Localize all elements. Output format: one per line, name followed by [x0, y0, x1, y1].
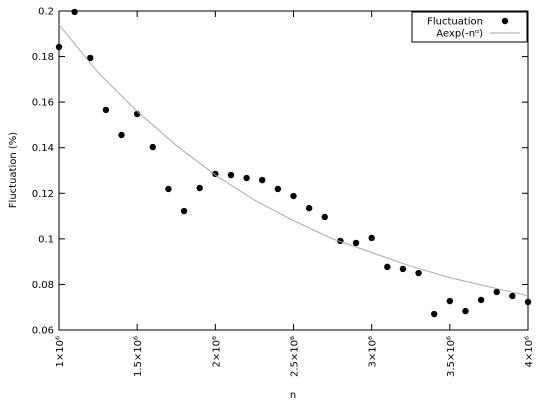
fit-line: [58, 24, 529, 297]
point: [71, 8, 78, 16]
x-tick-label: 1.5×10⁶: [133, 336, 144, 377]
y-tick-label: 0.06: [32, 326, 54, 337]
point: [149, 143, 156, 151]
x-tick-label: 4×10⁶: [524, 336, 535, 367]
point: [462, 307, 469, 315]
x-tick-label: 2×10⁶: [211, 336, 222, 367]
x-axis-label: n: [290, 390, 296, 401]
point: [509, 292, 516, 300]
point: [446, 297, 454, 305]
point: [415, 269, 422, 277]
x-tick-label: 1×10⁶: [55, 336, 66, 367]
point: [305, 204, 313, 212]
y-axis-label: Fluctuation (%): [8, 132, 19, 208]
point: [384, 263, 391, 271]
plot-frame: [58, 10, 529, 331]
y-tick-label: 0.18: [32, 52, 54, 63]
y-tick-label: 0.14: [32, 143, 54, 154]
point: [180, 207, 188, 215]
point: [399, 265, 407, 273]
point: [55, 43, 63, 51]
point: [524, 298, 532, 306]
point: [493, 288, 500, 296]
x-tick-label: 3.5×10⁶: [446, 336, 457, 377]
point: [431, 310, 438, 318]
point: [87, 54, 94, 62]
x-tick-label: 2.5×10⁶: [290, 336, 301, 377]
y-tick-label: 0.1: [38, 234, 54, 245]
legend-marker: [501, 17, 509, 25]
legend-label: Fluctuation: [427, 17, 483, 28]
y-tick-label: 0.16: [32, 98, 54, 109]
y-tick-label: 0.12: [32, 189, 54, 200]
point: [118, 131, 125, 139]
y-tick-label: 0.08: [32, 280, 54, 291]
point: [477, 296, 485, 304]
legend-box: [411, 11, 528, 43]
y-tick-label: 0.2: [38, 7, 54, 18]
point: [274, 185, 282, 193]
point: [352, 239, 360, 247]
legend-label: Aexp(-nᵅ): [436, 29, 483, 40]
point: [321, 213, 328, 221]
point: [290, 192, 297, 200]
point: [102, 106, 110, 114]
point: [227, 171, 235, 179]
point: [165, 185, 172, 193]
point: [243, 174, 250, 182]
point: [196, 184, 203, 192]
point: [368, 234, 375, 242]
point: [259, 176, 266, 184]
x-tick-label: 3×10⁶: [368, 336, 379, 367]
